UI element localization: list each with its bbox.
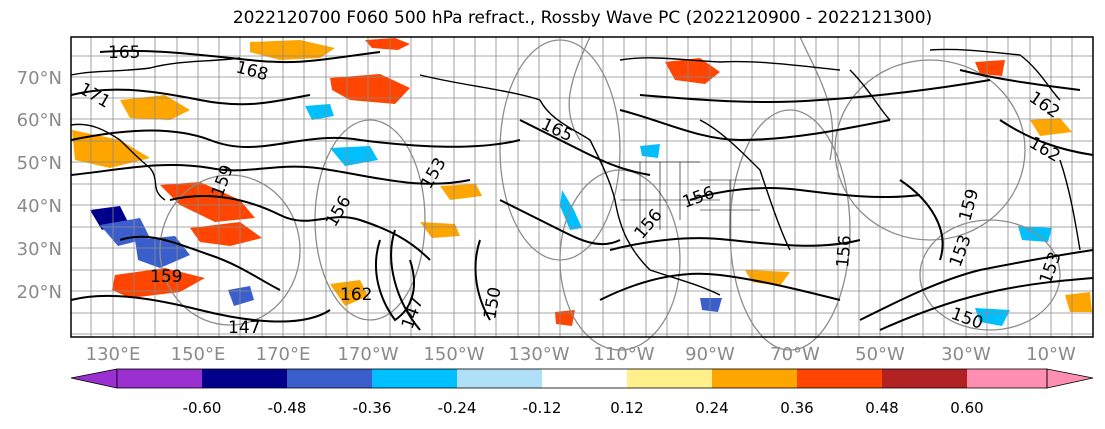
lon-label: 130°E xyxy=(86,344,141,365)
lat-label: 50°N xyxy=(17,153,62,174)
colorbar-tick-label: 0.36 xyxy=(780,399,813,417)
shade-patch xyxy=(665,58,720,84)
shade-patch xyxy=(1018,226,1052,242)
lon-label: 110°W xyxy=(593,344,654,365)
lat-label: 40°N xyxy=(17,196,62,217)
shade-patch xyxy=(305,104,334,120)
colorbar-tick-label: 0.24 xyxy=(695,399,728,417)
colorbar-swatch xyxy=(1046,368,1094,389)
lon-label: 170°E xyxy=(256,344,311,365)
colorbar-tick-label: -0.12 xyxy=(523,399,562,417)
colorbar xyxy=(70,368,1094,389)
contour-label: 156 xyxy=(833,234,856,268)
colorbar-swatch xyxy=(70,368,118,389)
longitude-labels: 130°E 150°E 170°E 170°W 150°W 130°W 110°… xyxy=(86,344,1076,365)
map-border xyxy=(70,36,1094,338)
refractivity-contours xyxy=(70,49,1094,331)
shade-patch xyxy=(160,182,255,222)
shade-patch xyxy=(72,130,150,168)
shade-patch xyxy=(555,310,575,326)
contour-label: 165 xyxy=(108,43,140,63)
lon-label: 130°W xyxy=(508,344,569,365)
colorbar-swatch xyxy=(457,369,542,388)
shade-patch xyxy=(440,184,482,200)
lon-label: 70°W xyxy=(770,344,820,365)
colorbar-tick-label: 0.12 xyxy=(610,399,643,417)
contour-label: 159 xyxy=(150,267,182,287)
shade-patch xyxy=(112,268,205,298)
lat-label: 30°N xyxy=(17,239,62,260)
shade-patch xyxy=(640,144,660,158)
shade-patch xyxy=(700,298,722,312)
colorbar-swatch xyxy=(372,369,457,388)
colorbar-swatch xyxy=(627,369,712,388)
colorbar-swatch xyxy=(797,369,882,388)
lon-label: 50°W xyxy=(855,344,905,365)
shade-patch xyxy=(420,222,460,238)
shade-patch xyxy=(975,60,1005,76)
shade-patch xyxy=(745,270,790,286)
lat-label: 70°N xyxy=(17,68,62,89)
colorbar-border xyxy=(116,368,1048,389)
lat-label: 20°N xyxy=(17,282,62,303)
lon-label: 10°W xyxy=(1026,344,1076,365)
map-title: 2022120700 F060 500 hPa refract., Rossby… xyxy=(232,8,933,28)
lon-label: 90°W xyxy=(685,344,735,365)
colorbar-tick-label: 0.60 xyxy=(950,399,983,417)
shade-patch xyxy=(330,146,378,166)
colorbar-tick-label: -0.48 xyxy=(268,399,307,417)
colorbar-swatch xyxy=(712,369,797,388)
shade-patch xyxy=(365,38,410,50)
colorbar-tick-label: -0.36 xyxy=(353,399,392,417)
colorbar-tick-labels: -0.60 -0.48 -0.36 -0.24 -0.12 0.12 0.24 … xyxy=(183,399,984,417)
colorbar-swatch xyxy=(202,369,287,388)
colorbar-tick-label: -0.24 xyxy=(438,399,477,417)
lon-label: 150°W xyxy=(423,344,484,365)
shade-patch xyxy=(330,280,368,306)
lon-label: 30°W xyxy=(941,344,991,365)
shade-patch xyxy=(100,218,150,246)
lon-label: 170°W xyxy=(337,344,398,365)
colorbar-swatch xyxy=(882,369,967,388)
colorbar-swatch xyxy=(967,369,1047,388)
colorbar-swatch xyxy=(542,369,627,388)
latitude-labels: 70°N 60°N 50°N 40°N 30°N 20°N xyxy=(17,68,62,303)
colorbar-tick-label: -0.60 xyxy=(183,399,222,417)
contour-label: 147 xyxy=(228,318,260,338)
shade-patch xyxy=(190,222,262,246)
coastlines xyxy=(70,48,1081,296)
colorbar-tick-label: 0.48 xyxy=(865,399,898,417)
shade-patch xyxy=(250,40,335,60)
lat-label: 60°N xyxy=(17,110,62,131)
colorbar-swatch xyxy=(287,369,372,388)
shade-patch xyxy=(560,190,582,230)
shade-patch xyxy=(975,308,1010,326)
lon-label: 150°E xyxy=(171,344,226,365)
colorbar-swatch xyxy=(117,369,202,388)
contour-label: 162 xyxy=(340,285,372,305)
